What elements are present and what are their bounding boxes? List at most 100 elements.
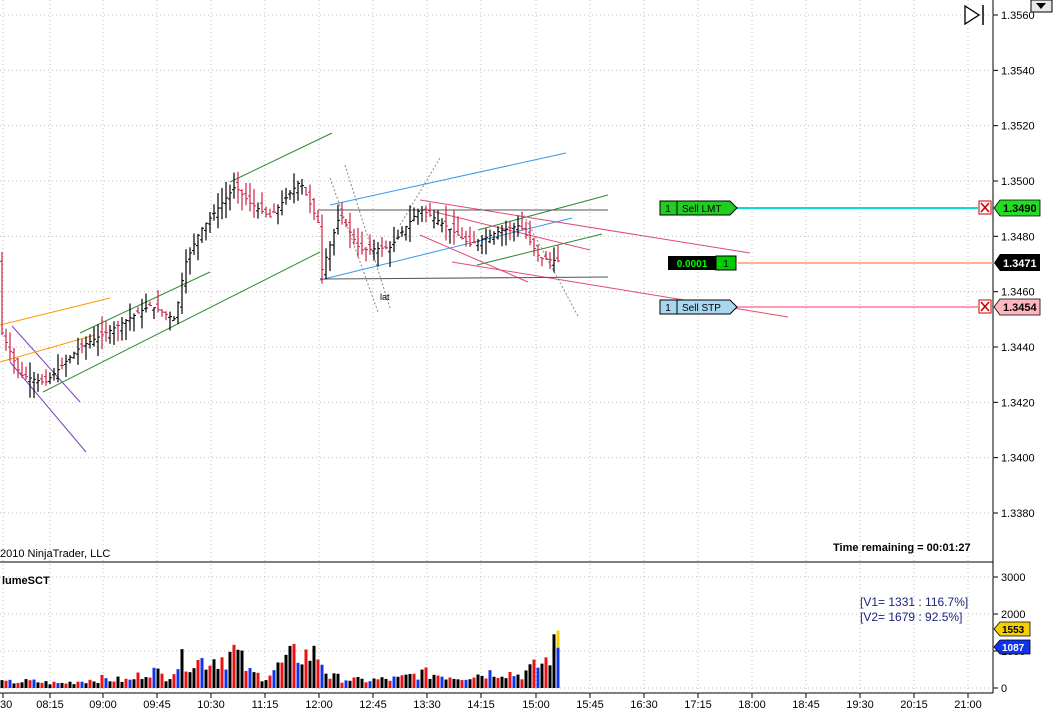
trendline (399, 157, 441, 226)
volume-bar (204, 669, 208, 688)
volume-bar (268, 675, 272, 688)
volume-bar (320, 664, 324, 688)
trendline (477, 194, 609, 231)
position-pnl: 0.0001 (677, 259, 708, 270)
volume-bar (536, 667, 540, 688)
volume-bar (500, 676, 504, 688)
volume-bar (284, 654, 288, 688)
volume-bar (112, 681, 116, 688)
volume-bar (504, 678, 508, 688)
volume-bar (424, 667, 428, 688)
time-tick-label: 08:15 (36, 699, 64, 711)
volume-bar (28, 680, 32, 688)
trendline (42, 251, 321, 393)
volume-bar (412, 673, 416, 688)
chevron-down-icon[interactable] (1030, 0, 1053, 13)
volume-bar (88, 679, 92, 688)
volume-bar (44, 681, 48, 688)
volume-tick-label: 2000 (1001, 609, 1025, 621)
trendline (419, 199, 751, 254)
time-tick-label: 20:15 (900, 699, 928, 711)
volume-bar (76, 681, 80, 688)
volume-bar (292, 643, 296, 688)
price-tick-label: 1.3440 (1001, 342, 1035, 354)
volume-bar (512, 676, 516, 688)
volume-bar (68, 681, 72, 688)
volume-bar (264, 680, 268, 688)
volume-bar (388, 680, 392, 688)
volume-badge-1087: 1087 (993, 639, 1031, 655)
volume-bar (280, 662, 284, 688)
volume-bar (380, 677, 384, 688)
volume-bar (200, 658, 204, 688)
volume-bar (472, 677, 476, 688)
volume-bar (92, 681, 96, 688)
sell-stop-order[interactable]: 1 Sell STP (659, 299, 738, 315)
volume-bar (480, 675, 484, 688)
time-tick-label: 15:45 (576, 699, 604, 711)
volume-tick-label: 3000 (1001, 572, 1025, 584)
price-panel (0, 0, 993, 562)
volume-bar (240, 650, 244, 688)
trendline (419, 234, 529, 283)
volume-bar (444, 679, 448, 688)
time-tick-label: 10:30 (197, 699, 225, 711)
sell-limit-order[interactable]: 1 Sell LMT (659, 200, 738, 216)
volume-bar (252, 672, 256, 688)
volume-bar (440, 676, 444, 688)
volume-bar (40, 682, 44, 688)
volume-bar (516, 674, 520, 688)
v2-readout: [V2= 1679 : 92.5%] (860, 610, 962, 624)
volume-bar-current (556, 630, 560, 648)
volume-bar (468, 679, 472, 688)
volume-bar (100, 674, 104, 688)
volume-bar (508, 672, 512, 688)
volume-bar (80, 681, 84, 688)
last-price-tag: 1.3471 (994, 254, 1040, 271)
trendlines[interactable] (0, 132, 789, 453)
volume-bar (228, 651, 232, 688)
volume-title: lumeSCT (2, 575, 50, 587)
time-tick-label: 18:45 (792, 699, 820, 711)
sell-limit-price-tag: 1.3490 (993, 199, 1041, 217)
volume-bar (124, 678, 128, 688)
volume-bar (316, 659, 320, 688)
time-tick-label: 13:30 (413, 699, 441, 711)
time-tick-label: 18:00 (738, 699, 766, 711)
volume-bar (20, 682, 24, 688)
scroll-to-end-icon[interactable] (964, 4, 984, 26)
volume-bar (236, 649, 240, 688)
trendline (344, 164, 391, 309)
position-label[interactable]: 0.0001 1 (668, 255, 737, 271)
volume-bar (48, 684, 52, 688)
volume-bar (152, 667, 156, 688)
volume-bars (0, 630, 560, 688)
badge-v1-text: 1553 (1002, 625, 1025, 636)
volume-bar (360, 678, 364, 688)
volume-bar (24, 679, 28, 688)
time-tick-label: 16:30 (630, 699, 658, 711)
sell-limit-cancel-button[interactable] (978, 200, 992, 215)
volume-bar (384, 678, 388, 688)
time-tick-label: 30 (0, 699, 12, 711)
sell-stop-label: Sell STP (682, 303, 721, 314)
price-tick-label: 1.3500 (1001, 176, 1035, 188)
price-tick-label: 1.3480 (1001, 231, 1035, 243)
sell-stop-price: 1.3454 (1003, 302, 1038, 314)
volume-bar (492, 676, 496, 688)
price-tick-label: 1.3460 (1001, 287, 1035, 299)
volume-bar (172, 674, 176, 688)
volume-bar (116, 676, 120, 688)
volume-bar (448, 677, 452, 688)
volume-bar (220, 657, 224, 688)
volume-bar (176, 669, 180, 688)
volume-bar (436, 675, 440, 688)
volume-bar (296, 662, 300, 688)
sell-limit-qty: 1 (665, 204, 671, 215)
price-tick-label: 1.3520 (1001, 121, 1035, 133)
volume-bar (452, 678, 456, 688)
trendline (0, 297, 111, 326)
position-qty: 1 (723, 259, 729, 270)
sell-stop-cancel-button[interactable] (978, 299, 992, 314)
